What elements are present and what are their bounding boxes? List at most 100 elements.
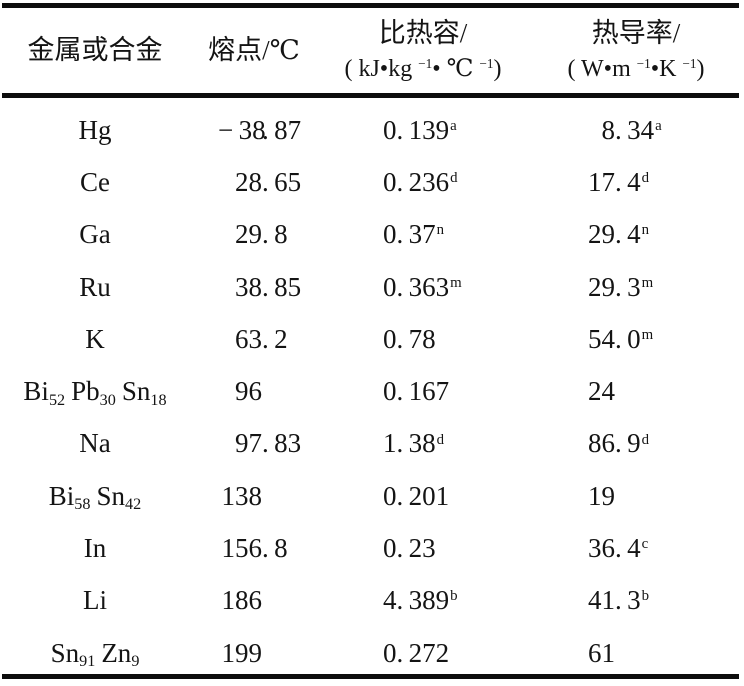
- subscript: 52: [48, 390, 66, 409]
- fraction-part: . 0: [615, 323, 641, 354]
- fraction-part: . 2: [262, 323, 288, 354]
- fraction-part: . 38: [396, 428, 436, 459]
- integer-part: 17: [588, 166, 615, 197]
- text-part: • ℃: [432, 55, 480, 82]
- text-part: ): [696, 55, 705, 82]
- footnote-marker: d: [641, 170, 650, 187]
- thermal-conductivity-cell: 17. 4d: [528, 167, 744, 198]
- specific-heat-cell: 1. 38d: [318, 428, 528, 459]
- integer-part: 4: [383, 585, 397, 616]
- metal-name-cell: Sn91 Zn9: [0, 637, 190, 671]
- text-part: Ce: [80, 166, 110, 197]
- integer-part: 0: [383, 480, 397, 511]
- fraction-part: . 167: [396, 376, 450, 407]
- specific-heat-title: 比热容/: [378, 17, 468, 48]
- table-row: Ce 28. 65 0. 236d 17. 4d: [0, 156, 744, 208]
- integer-part: 97: [235, 428, 262, 459]
- table-row: Bi58 Sn42 138 0. 201 19: [0, 470, 744, 522]
- specific-heat-cell: 0. 272: [318, 638, 528, 669]
- integer-part: 86: [588, 428, 615, 459]
- specific-heat-cell: 0. 236d: [318, 167, 528, 198]
- fraction-part: . 236: [396, 166, 450, 197]
- melting-point-cell: 96: [190, 376, 318, 407]
- integer-part: 41: [588, 585, 615, 616]
- specific-heat-unit: ( kJ•kg −1• ℃ −1): [318, 56, 528, 84]
- metal-name-cell: Ce: [0, 167, 190, 198]
- integer-part: 0: [383, 166, 397, 197]
- fraction-part: . 3: [615, 585, 641, 616]
- thermal-conductivity-unit: ( W•m −1•K −1): [528, 56, 744, 84]
- table-top-rule: [2, 3, 739, 8]
- specific-heat-cell: 0. 139a: [318, 115, 528, 146]
- col-header-metal-or-alloy: 金属或合金: [27, 34, 163, 65]
- col-header-thermal-conductivity: 热导率/ ( W•m −1•K −1): [528, 18, 744, 84]
- integer-part: 38: [235, 271, 262, 302]
- specific-heat-cell: 0. 23: [318, 533, 528, 564]
- text-part: Sn: [96, 480, 126, 511]
- integer-part: 36: [588, 533, 615, 564]
- integer-part: 199: [221, 637, 263, 668]
- footnote-marker: b: [641, 588, 650, 605]
- table-header-separator-rule: [2, 93, 739, 98]
- text-part: Bi: [23, 376, 49, 407]
- table-row: Bi52 Pb30 Sn18 96 0. 167 24: [0, 365, 744, 417]
- integer-part: 54: [588, 323, 615, 354]
- specific-heat-cell: 0. 78: [318, 324, 528, 355]
- text-part: Zn: [101, 637, 132, 668]
- thermal-conductivity-cell: 41. 3b: [528, 585, 744, 616]
- integer-part: 63: [235, 323, 262, 354]
- footnote-marker: n: [641, 222, 650, 239]
- integer-part: 96: [235, 376, 262, 407]
- integer-part: 0: [383, 533, 397, 564]
- integer-part: 186: [221, 585, 263, 616]
- text-part: Hg: [78, 114, 112, 145]
- text-part: Ru: [79, 271, 111, 302]
- text-part: ): [493, 55, 502, 82]
- superscript: −1: [636, 55, 651, 71]
- melting-point-cell: 29. 8: [190, 219, 318, 250]
- thermal-conductivity-cell: 86. 9d: [528, 428, 744, 459]
- footnote-marker: a: [655, 117, 662, 134]
- footnote-marker: m: [641, 326, 654, 343]
- table-row: Hg − 38. 87 0. 139a 8. 34a: [0, 104, 744, 156]
- integer-part: 0: [383, 376, 397, 407]
- fraction-part: . 87: [262, 114, 302, 145]
- fraction-part: . 85: [262, 271, 302, 302]
- subscript: 18: [150, 390, 167, 409]
- superscript: −1: [479, 55, 494, 71]
- thermal-conductivity-cell: 8. 34a: [528, 115, 744, 146]
- integer-part: 156: [221, 533, 263, 564]
- fraction-part: . 8: [262, 219, 288, 250]
- fraction-part: . 9: [615, 428, 641, 459]
- melting-point-cell: − 38. 87: [190, 115, 318, 146]
- integer-part: 28: [235, 166, 262, 197]
- footnote-marker: d: [641, 431, 650, 448]
- table-row: Sn91 Zn9 199 0. 272 61: [0, 627, 744, 679]
- melting-point-cell: 63. 2: [190, 324, 318, 355]
- integer-part: 138: [221, 480, 263, 511]
- col-header-melting-point: 熔点/℃: [208, 34, 300, 65]
- footnote-marker: d: [450, 170, 458, 187]
- thermal-conductivity-cell: 36. 4c: [528, 533, 744, 564]
- text-part: Sn: [50, 637, 80, 668]
- integer-part: 8: [601, 114, 616, 145]
- thermal-conductivity-cell: 29. 3m: [528, 272, 744, 303]
- footnote-marker: d: [436, 431, 445, 448]
- thermal-conductivity-cell: 29. 4n: [528, 219, 744, 250]
- table-row: Li 186 4. 389b 41. 3b: [0, 575, 744, 627]
- melting-point-cell: 38. 85: [190, 272, 318, 303]
- fraction-part: . 8: [262, 533, 288, 564]
- metal-name-cell: In: [0, 533, 190, 564]
- metal-name-cell: Na: [0, 428, 190, 459]
- metal-name-cell: Ga: [0, 219, 190, 250]
- specific-heat-cell: 0. 363m: [318, 272, 528, 303]
- melting-point-cell: 97. 83: [190, 428, 318, 459]
- integer-part: 29: [588, 219, 615, 250]
- integer-part: 61: [588, 637, 615, 668]
- table-row: Ga 29. 8 0. 37n 29. 4n: [0, 209, 744, 261]
- text-part: In: [83, 533, 107, 564]
- melting-point-cell: 138: [190, 481, 318, 512]
- integer-part: 24: [588, 376, 615, 407]
- fraction-part: . 201: [396, 480, 450, 511]
